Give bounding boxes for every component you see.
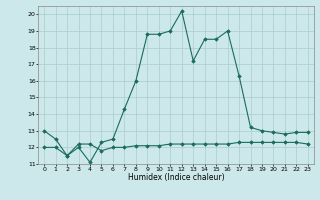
X-axis label: Humidex (Indice chaleur): Humidex (Indice chaleur) [128,173,224,182]
